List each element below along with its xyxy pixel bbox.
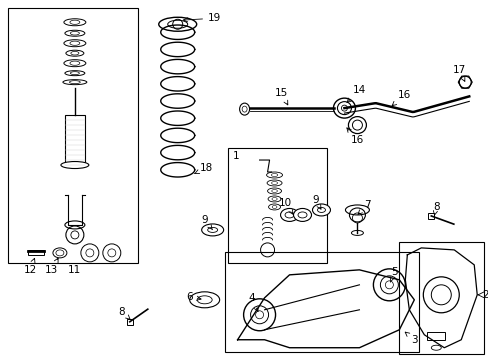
Bar — [227, 148, 327, 263]
Bar — [224, 252, 419, 352]
Text: 9: 9 — [311, 195, 320, 209]
Bar — [126, 319, 133, 325]
Ellipse shape — [69, 81, 80, 84]
Ellipse shape — [312, 204, 330, 216]
Text: 2: 2 — [481, 290, 488, 300]
Text: 11: 11 — [68, 265, 81, 275]
Ellipse shape — [65, 221, 85, 229]
Ellipse shape — [159, 17, 196, 31]
Text: 9: 9 — [201, 215, 212, 230]
Text: 8: 8 — [432, 202, 439, 215]
Text: 6: 6 — [186, 292, 201, 302]
Ellipse shape — [70, 61, 80, 65]
Bar — [399, 242, 483, 354]
Text: 8: 8 — [118, 307, 130, 319]
Text: 7: 7 — [357, 200, 370, 214]
Text: 16: 16 — [391, 90, 410, 106]
Text: 19: 19 — [183, 13, 221, 23]
Text: 16: 16 — [346, 128, 363, 145]
Ellipse shape — [348, 117, 366, 134]
Text: 5: 5 — [389, 267, 397, 282]
Circle shape — [373, 269, 405, 301]
Text: 15: 15 — [274, 88, 287, 105]
Text: 18: 18 — [194, 163, 213, 174]
Text: 4: 4 — [248, 293, 258, 311]
Ellipse shape — [70, 41, 80, 45]
Circle shape — [423, 277, 458, 313]
Ellipse shape — [71, 51, 79, 55]
Text: 3: 3 — [405, 332, 417, 345]
Ellipse shape — [280, 208, 298, 221]
Ellipse shape — [70, 20, 80, 24]
Bar — [65, 115, 85, 165]
Ellipse shape — [293, 208, 311, 221]
Bar — [8, 8, 138, 263]
Bar — [427, 213, 433, 219]
Bar — [427, 332, 445, 340]
Text: 13: 13 — [45, 258, 59, 275]
Ellipse shape — [70, 72, 79, 75]
Ellipse shape — [70, 31, 79, 35]
Circle shape — [243, 299, 275, 331]
Ellipse shape — [333, 98, 355, 118]
Text: 12: 12 — [23, 258, 37, 275]
Text: 10: 10 — [279, 198, 292, 214]
Bar — [28, 250, 44, 255]
Text: 14: 14 — [346, 85, 366, 103]
Ellipse shape — [458, 76, 470, 88]
Ellipse shape — [61, 162, 89, 168]
Text: 1: 1 — [232, 151, 239, 161]
Text: 17: 17 — [452, 65, 465, 81]
